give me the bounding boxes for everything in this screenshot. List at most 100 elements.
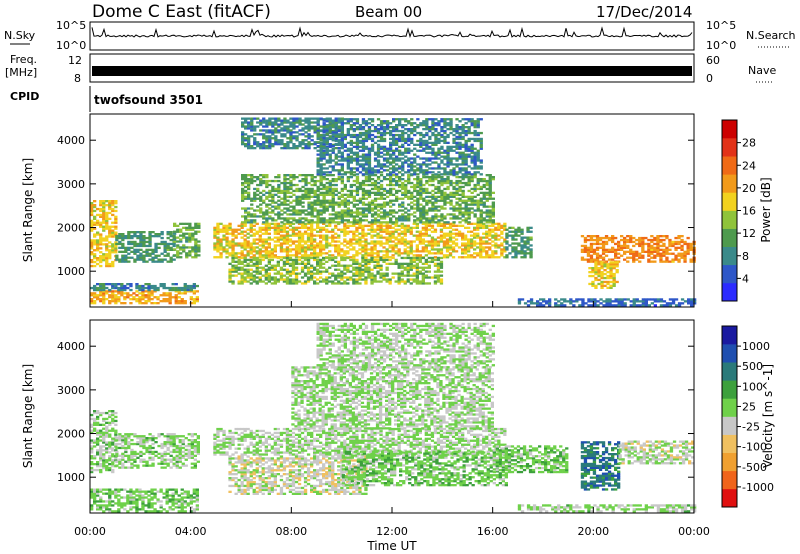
cell-7 — [358, 181, 363, 185]
cell-6 — [364, 262, 368, 265]
cell-5 — [494, 232, 498, 235]
cell-5 — [385, 254, 389, 257]
cell-5 — [240, 230, 244, 233]
cell-8 — [464, 143, 468, 146]
cell-9 — [250, 119, 254, 122]
cell-5 — [451, 236, 456, 239]
cell-1 — [96, 283, 100, 286]
cell-5 — [482, 242, 486, 245]
cell-7 — [319, 181, 323, 185]
cell-0 — [150, 292, 154, 295]
cell-8 — [449, 128, 453, 131]
cell-7 — [485, 179, 489, 183]
cell-2 — [102, 213, 106, 217]
cell-5 — [216, 244, 220, 247]
cell-5 — [279, 248, 284, 251]
cell-5 — [385, 238, 389, 241]
cell-6 — [385, 280, 389, 283]
cell-5 — [285, 250, 290, 253]
cell-8 — [404, 147, 408, 150]
cell-6 — [316, 272, 320, 275]
cell-8 — [470, 120, 474, 123]
cell-7 — [373, 203, 378, 206]
cell-7 — [479, 199, 483, 202]
cell-5 — [355, 230, 359, 233]
cell-3 — [148, 231, 152, 234]
cell-8 — [379, 145, 384, 148]
cell-7 — [298, 211, 302, 214]
cell-6 — [331, 264, 335, 267]
cell-7 — [316, 215, 320, 218]
cell-8 — [458, 126, 462, 129]
cell-4 — [188, 228, 192, 231]
cell-2 — [99, 237, 103, 240]
cell-8 — [449, 126, 453, 129]
cell-9 — [262, 147, 266, 150]
cell-7 — [434, 209, 438, 212]
cell-5 — [448, 244, 453, 247]
nsearch-label: N.Search — [746, 29, 796, 42]
cell-6 — [273, 278, 277, 281]
cell-5 — [467, 242, 471, 245]
cell-7 — [334, 201, 338, 204]
cell-8 — [431, 141, 435, 144]
cell-8 — [422, 161, 426, 164]
cell-2 — [105, 219, 109, 222]
cell-4 — [173, 222, 177, 225]
cell-9 — [313, 143, 317, 146]
cell-5 — [310, 230, 314, 233]
cell-9 — [247, 139, 251, 142]
cell-6 — [255, 264, 259, 267]
cell-5 — [424, 230, 428, 233]
cell-6 — [427, 282, 431, 285]
cell-5 — [297, 222, 302, 225]
cell-5 — [391, 246, 395, 249]
cell-5 — [306, 234, 311, 237]
cell-6 — [282, 260, 287, 263]
cell-5 — [337, 236, 341, 239]
cell-1 — [150, 284, 154, 288]
cell-8 — [458, 143, 462, 146]
cell-3 — [163, 242, 167, 246]
cell-1 — [156, 288, 160, 292]
cell-5 — [319, 226, 323, 229]
cell-7 — [422, 197, 426, 200]
cell-7 — [464, 221, 468, 224]
cell-3 — [145, 254, 149, 257]
cell-7 — [310, 203, 314, 206]
cell-6 — [385, 258, 389, 262]
cell-5 — [418, 234, 422, 237]
cell-7 — [461, 195, 465, 198]
cell-5 — [451, 228, 456, 231]
cell-6 — [352, 266, 356, 269]
cell-7 — [367, 193, 372, 196]
cell-7 — [476, 181, 480, 185]
cell-7 — [461, 219, 465, 222]
cell-7 — [346, 195, 350, 198]
cell-5 — [470, 222, 474, 225]
cell-8 — [364, 137, 369, 141]
cell-5 — [303, 252, 308, 255]
cell-8 — [413, 128, 417, 131]
cell-7 — [265, 221, 269, 224]
cell-7 — [452, 217, 456, 220]
cell-5 — [373, 244, 377, 247]
cell-8 — [407, 139, 411, 143]
cell-8 — [325, 131, 329, 135]
cell-1 — [183, 284, 187, 288]
cell-5 — [279, 226, 284, 229]
cell-5 — [216, 242, 220, 245]
cell-6 — [394, 260, 398, 263]
cell-7 — [491, 211, 495, 214]
cell-7 — [250, 179, 254, 183]
cell-5 — [424, 240, 428, 243]
cell-7 — [452, 191, 456, 194]
cell-5 — [403, 242, 407, 245]
cell-7 — [253, 215, 257, 218]
cell-7 — [434, 213, 438, 216]
cell-8 — [322, 163, 326, 166]
cell-8 — [346, 155, 350, 158]
cell-7 — [449, 203, 453, 206]
cell-5 — [243, 224, 247, 227]
cell-3 — [136, 254, 140, 257]
